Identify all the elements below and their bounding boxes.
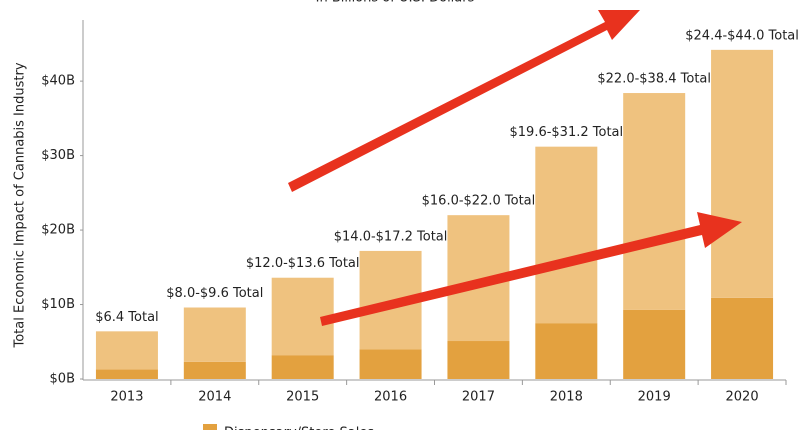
x-tick-label: 2015 [286, 390, 319, 405]
bar-segment [271, 355, 334, 379]
total-label: $24.4-$44.0 Total [685, 28, 799, 43]
legend-label: Dispensary/Store Sales [224, 426, 374, 430]
total-label: $8.0-$9.6 Total [166, 286, 263, 301]
bar-segment [711, 297, 774, 379]
y-tick-label: $30B [41, 148, 75, 163]
legend-swatch [203, 424, 217, 430]
arrow [320, 212, 742, 326]
y-tick-label: $20B [41, 223, 75, 238]
bar-segment [359, 349, 422, 379]
y-tick-label: $10B [41, 297, 75, 312]
y-tick-label: $0B [50, 372, 75, 387]
x-tick-label: 2020 [726, 390, 759, 405]
bar-segment [535, 146, 598, 324]
y-axis-title: Total Economic Impact of Cannabis Indust… [13, 62, 28, 348]
x-tick-label: 2013 [110, 390, 143, 405]
bar-segment [95, 369, 158, 379]
total-label: $14.0-$17.2 Total [334, 229, 448, 244]
total-label: $16.0-$22.0 Total [422, 194, 536, 209]
bar-segment [183, 361, 246, 379]
bar-segment [623, 309, 686, 379]
x-tick-label: 2016 [374, 390, 407, 405]
x-tick-label: 2019 [638, 390, 671, 405]
legend: Dispensary/Store Sales [203, 424, 374, 430]
arrow [288, 10, 640, 192]
x-tick-label: 2017 [462, 390, 495, 405]
bar-segment [623, 93, 686, 310]
total-label: $19.6-$31.2 Total [510, 125, 624, 140]
bar-segment [447, 341, 510, 379]
total-label: $12.0-$13.6 Total [246, 256, 360, 271]
x-tick-label: 2018 [550, 390, 583, 405]
bar-segment [711, 49, 774, 298]
bar-segment [183, 307, 246, 362]
x-tick-label: 2014 [198, 390, 231, 405]
total-label: $6.4 Total [95, 310, 158, 325]
total-label: $22.0-$38.4 Total [597, 72, 711, 87]
chart-subtitle: In Billions of U.S. Dollars [316, 0, 475, 6]
y-tick-label: $40B [41, 74, 75, 89]
bar-segment [535, 323, 598, 379]
bars [95, 49, 774, 379]
bar-segment [95, 331, 158, 370]
